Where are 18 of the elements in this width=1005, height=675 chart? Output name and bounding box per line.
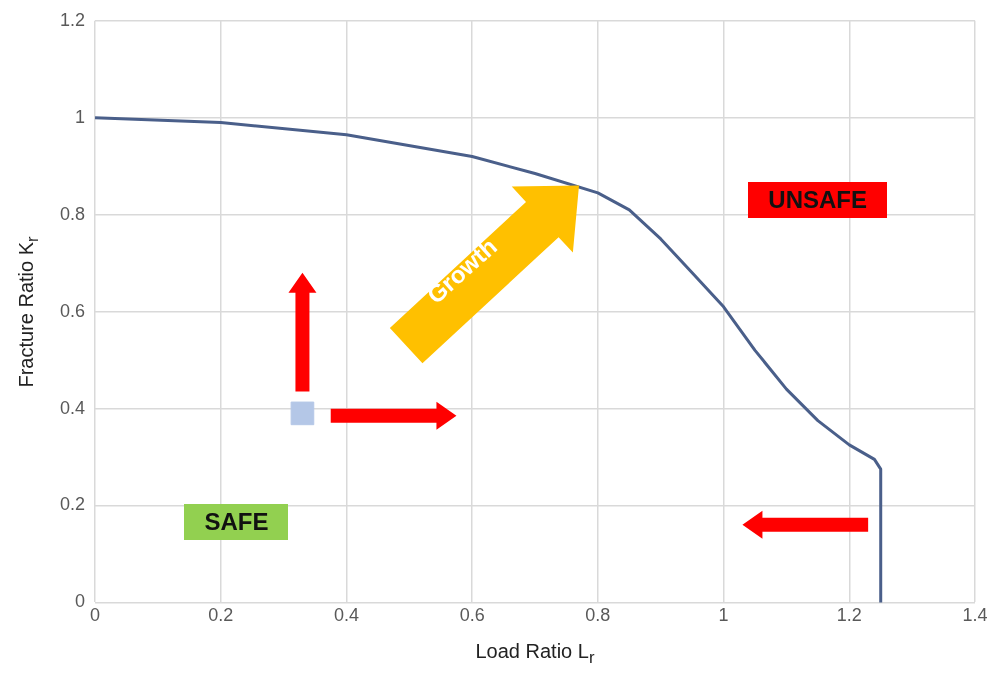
y-tick-label: 0 [75, 591, 86, 612]
x-tick-label: 0.4 [333, 605, 359, 626]
y-tick-label: 0.8 [59, 203, 86, 224]
x-axis-title: Load Ratio L$_{r}$ [475, 640, 595, 669]
annotation: UNSAFE [748, 182, 888, 219]
y-tick-label: 0.6 [59, 300, 86, 321]
x-tick-label: 0.8 [585, 605, 611, 626]
y-tick-label: 1 [75, 106, 86, 127]
x-tick-label: 1.2 [836, 605, 862, 626]
x-tick-label: 1 [718, 605, 729, 626]
x-tick-label: 0.2 [208, 605, 234, 626]
annotation: SAFE [184, 504, 289, 541]
x-tick-label: 0 [90, 605, 101, 626]
x-tick-label: 1.4 [962, 605, 988, 626]
y-tick-label: 0.2 [59, 494, 86, 515]
y-tick-label: 1.2 [59, 9, 86, 30]
x-tick-label: 0.6 [459, 605, 485, 626]
y-tick-label: 0.4 [59, 397, 86, 418]
